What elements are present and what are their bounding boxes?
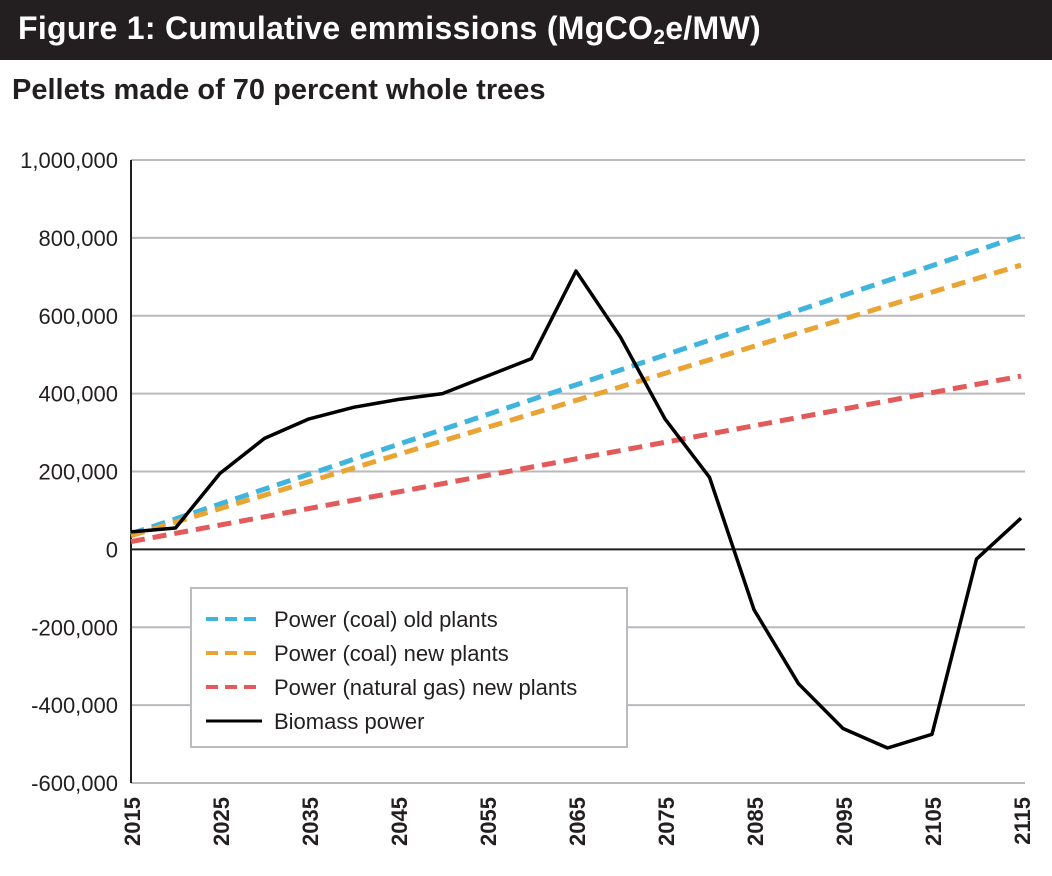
legend-label: Biomass power [274,709,424,734]
x-tick-label: 2045 [387,797,412,846]
y-tick-label: 1,000,000 [20,148,118,173]
axes [130,160,1025,783]
x-tick-label: 2035 [298,797,323,846]
series-lines [130,233,1023,750]
legend-label: Power (natural gas) new plants [274,675,577,700]
x-tick-label: 2075 [654,797,679,846]
x-tick-label: 2095 [832,797,857,846]
x-tick-label: 2085 [743,797,768,846]
x-tick-label: 2015 [120,797,145,846]
x-tick-label: 2065 [565,797,590,846]
x-tick-label: 2115 [1010,797,1035,845]
series-line [130,373,1022,545]
chart-subtitle: Pellets made of 70 percent whole trees [12,74,546,106]
legend-label: Power (coal) old plants [274,607,498,632]
figure-title-subscript: 2 [653,26,666,49]
y-axis-tick-labels: -600,000 -400,000 -200,000 0 200,000 400,000 6… [20,148,118,796]
y-tick-label: -600,000 [31,771,118,796]
y-tick-label: 200,000 [38,460,118,485]
figure-title-prefix: Figure 1: Cumulative emmissions (MgCO [18,10,654,46]
legend-label: Power (coal) new plants [274,641,509,666]
figure-title-suffix: e/MW) [665,10,761,46]
series-line [130,233,1022,537]
y-tick-label: 800,000 [38,226,118,251]
figure-title: Figure 1: Cumulative emmissions (MgCO2e/… [18,10,761,49]
y-tick-label: -200,000 [31,615,118,640]
figure-banner: Figure 1: Cumulative emmissions (MgCO2e/… [0,0,1052,60]
x-tick-label: 2055 [476,797,501,846]
legend: Power (coal) old plants Power (coal) new … [190,587,628,748]
series-line [130,262,1022,539]
x-axis-tick-labels: 2015 2025 2035 2045 2055 2065 2075 2085 2095 2105… [120,797,1035,846]
x-tick-label: 2025 [209,797,234,846]
x-tick-label: 2105 [921,797,946,846]
y-tick-label: 0 [106,537,118,562]
y-tick-label: -400,000 [31,693,118,718]
legend-box [190,587,628,748]
series-line [130,269,1023,750]
y-tick-label: 600,000 [38,304,118,329]
y-tick-label: 400,000 [38,382,118,407]
